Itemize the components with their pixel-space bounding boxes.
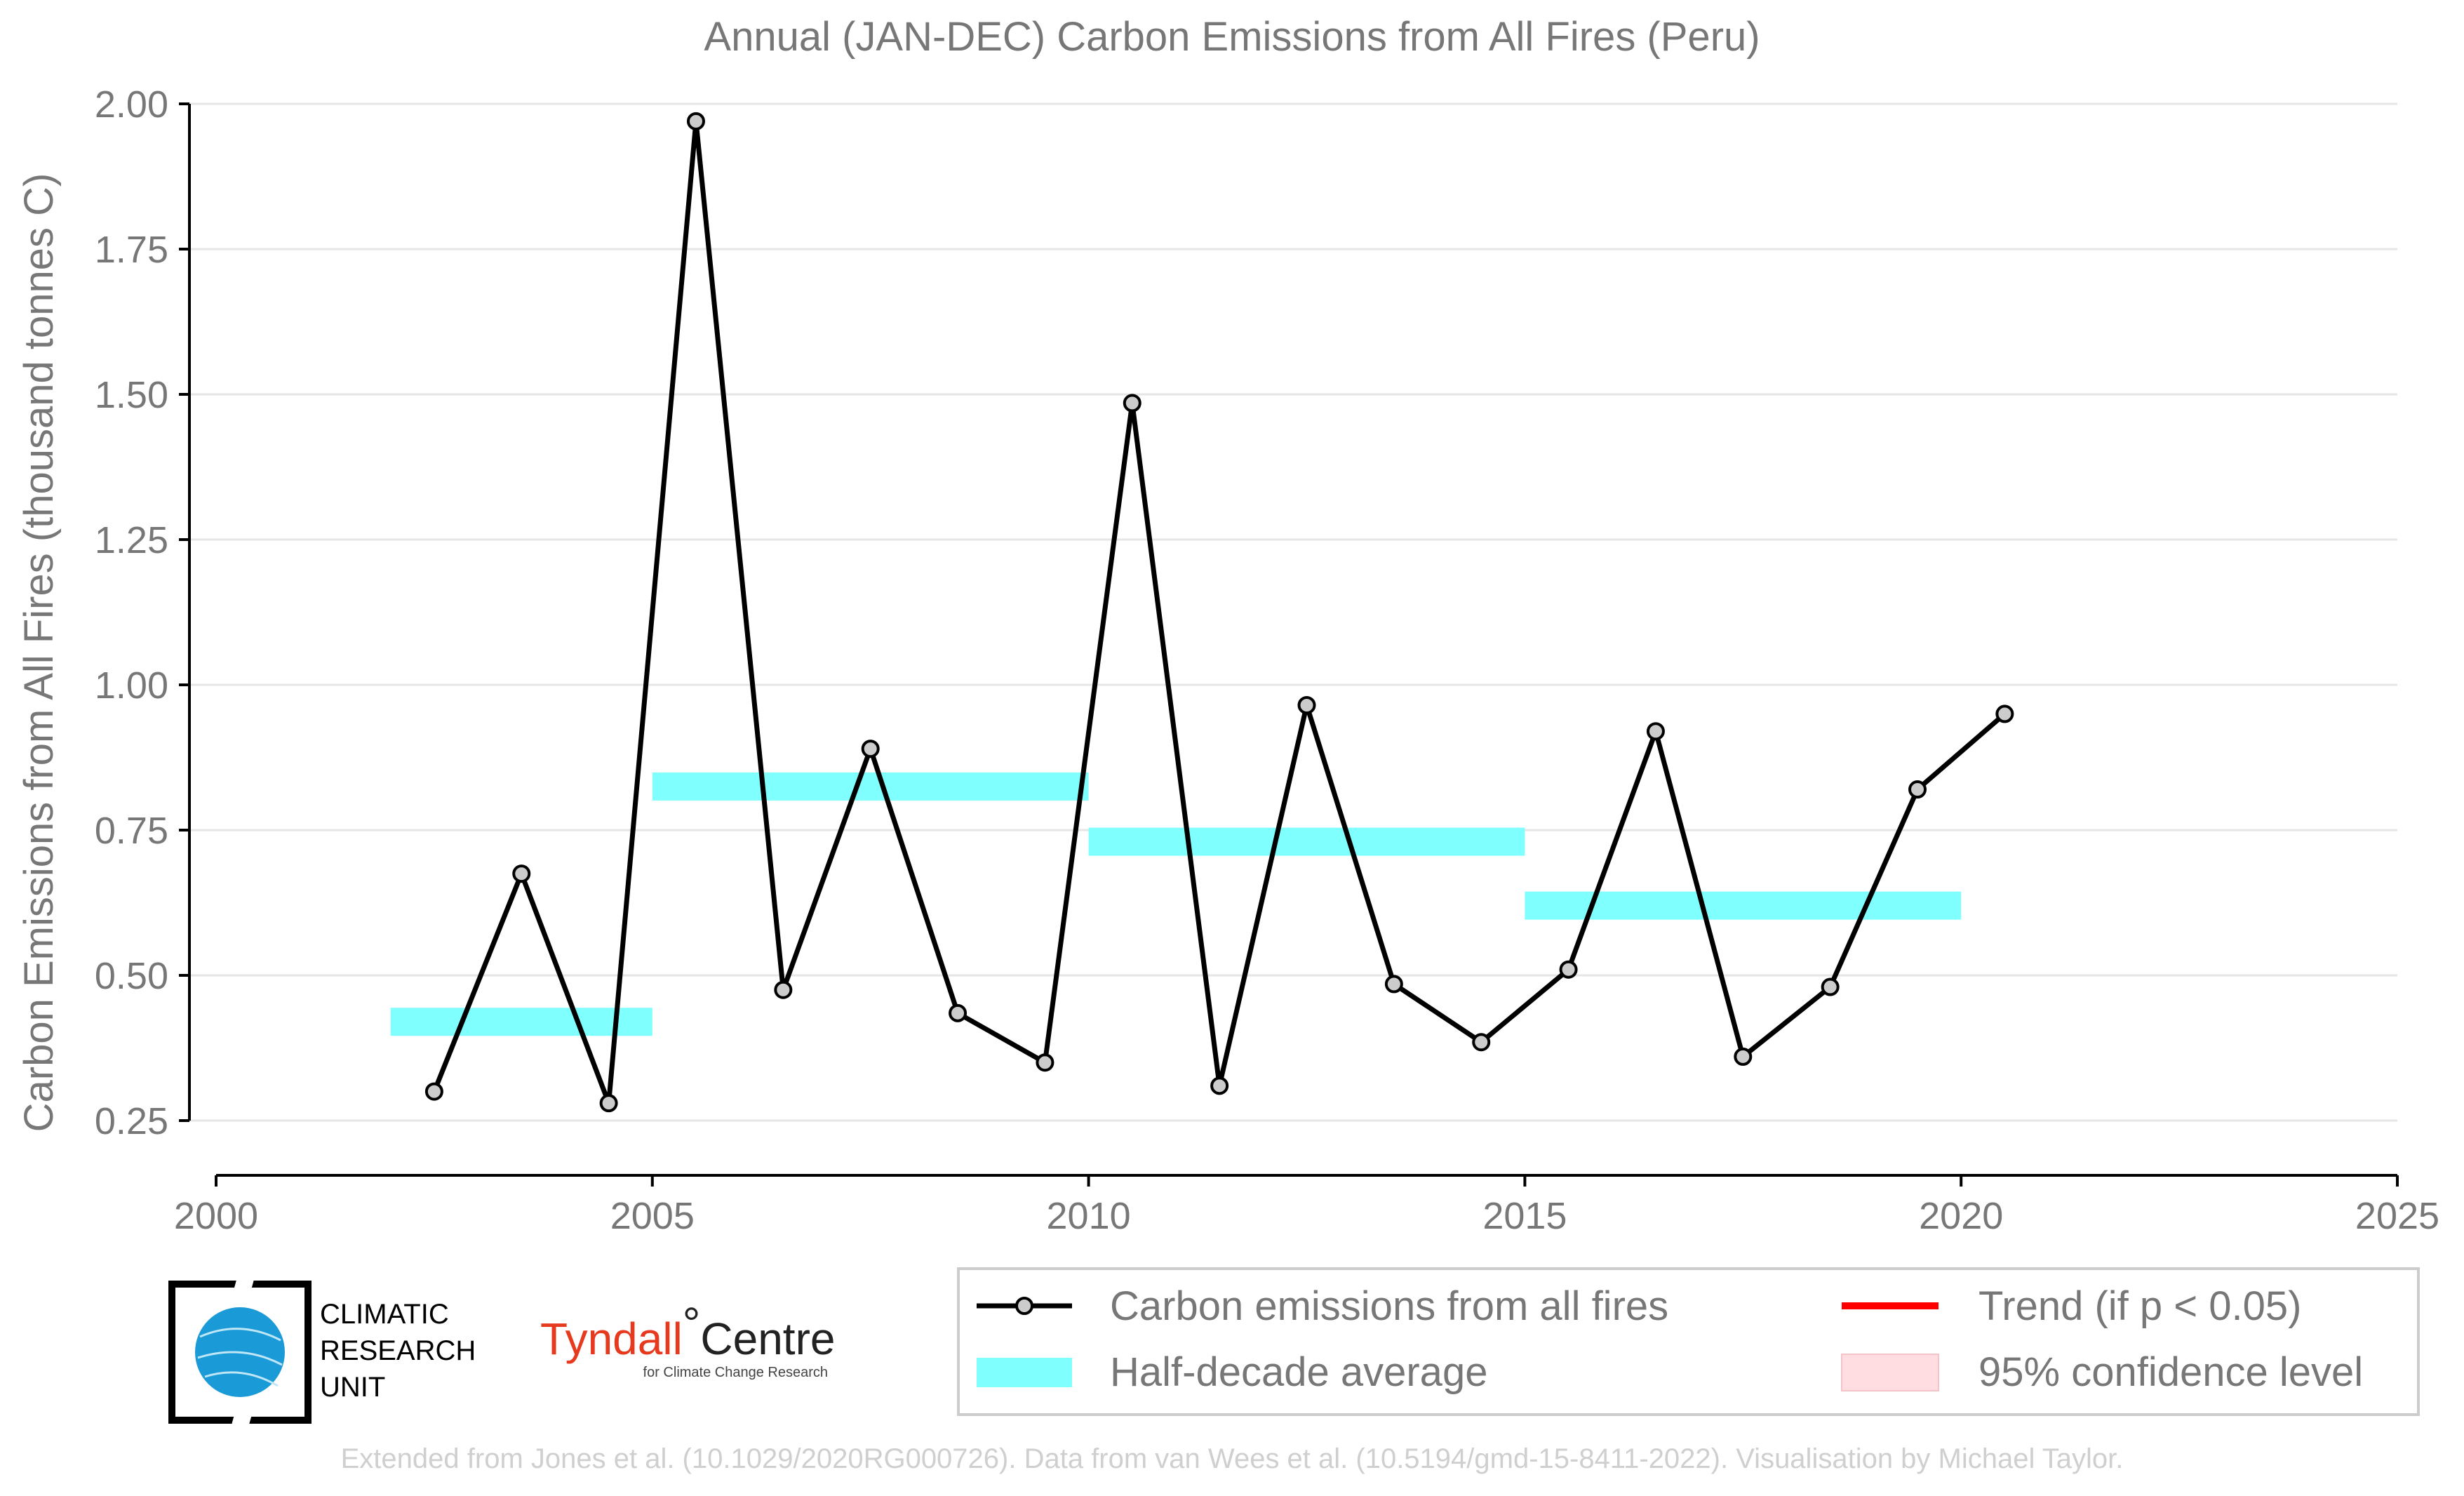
chart-title: Annual (JAN-DEC) Carbon Emissions from A… bbox=[704, 14, 1760, 60]
data-point-1 bbox=[512, 864, 531, 883]
x-tick-label-4: 2020 bbox=[1919, 1195, 2003, 1237]
cru-logo: CLIMATIC RESEARCH UNIT bbox=[168, 1276, 476, 1429]
data-point-6 bbox=[949, 1003, 967, 1022]
cru-logo-text-3: UNIT bbox=[320, 1372, 385, 1403]
cru-logo-text-2: RESEARCH bbox=[320, 1335, 476, 1366]
data-point-14 bbox=[1646, 722, 1665, 741]
half-decade-bar-0 bbox=[390, 1008, 652, 1036]
globe-lines-icon bbox=[197, 1328, 283, 1387]
footer-credit: Extended from Jones et al. (10.1029/2020… bbox=[341, 1443, 2124, 1474]
legend-confidence-swatch bbox=[1841, 1354, 1939, 1391]
data-point-16 bbox=[1821, 977, 1840, 996]
x-tick-label-2: 2010 bbox=[1047, 1195, 1131, 1237]
y-tick-label-6: 1.75 bbox=[95, 229, 168, 271]
legend: Carbon emissions from all fires Half-dec… bbox=[957, 1267, 2420, 1416]
y-tick-label-7: 2.00 bbox=[95, 84, 168, 126]
data-point-8 bbox=[1123, 394, 1141, 413]
y-tick-label-2: 0.75 bbox=[95, 810, 168, 852]
tyndall-logo: Tyndall°Centre for Climate Change Resear… bbox=[540, 1298, 835, 1380]
data-point-18 bbox=[1995, 704, 2014, 723]
data-point-2 bbox=[599, 1094, 618, 1113]
data-point-0 bbox=[424, 1082, 443, 1101]
cru-logo-text-1: CLIMATIC bbox=[320, 1299, 449, 1330]
x-tick-label-1: 2005 bbox=[610, 1195, 695, 1237]
legend-frame bbox=[957, 1267, 2420, 1416]
x-tick-label-0: 2000 bbox=[174, 1195, 258, 1237]
half-decade-bar-1 bbox=[652, 772, 1089, 801]
data-point-7 bbox=[1036, 1053, 1054, 1072]
tyndall-centre: Centre bbox=[700, 1314, 835, 1364]
axes: 0.25 0.50 0.75 1.00 1.25 1.50 1.75 2.00 2000 2005… bbox=[95, 84, 2439, 1237]
x-tick-label-3: 2015 bbox=[1482, 1195, 1567, 1237]
half-decade-average-bars bbox=[390, 772, 1962, 1036]
emissions-series bbox=[424, 112, 2014, 1113]
y-tick-label-3: 1.00 bbox=[95, 664, 168, 707]
data-point-5 bbox=[861, 740, 880, 759]
legend-label-confidence: 95% confidence level bbox=[1978, 1349, 2363, 1395]
y-tick-label-1: 0.50 bbox=[95, 955, 168, 997]
tyndall-subtitle: for Climate Change Research bbox=[643, 1365, 828, 1380]
legend-marker-swatch bbox=[1015, 1297, 1033, 1315]
svg-text:Tyndall°Centre: Tyndall°Centre bbox=[540, 1298, 835, 1364]
legend-label-trend: Trend (if p < 0.05) bbox=[1978, 1283, 2301, 1329]
data-point-17 bbox=[1908, 780, 1927, 799]
data-point-15 bbox=[1734, 1047, 1753, 1066]
legend-label-emissions: Carbon emissions from all fires bbox=[1110, 1283, 1668, 1329]
y-tick-label-4: 1.25 bbox=[95, 519, 168, 561]
tyndall-name: Tyndall bbox=[540, 1314, 683, 1364]
gridlines bbox=[189, 102, 2397, 1122]
y-axis-label: Carbon Emissions from All Fires (thousan… bbox=[16, 173, 62, 1133]
data-point-11 bbox=[1384, 975, 1403, 994]
x-tick-label-5: 2025 bbox=[2355, 1195, 2439, 1237]
data-point-13 bbox=[1559, 960, 1578, 979]
y-tick-label-5: 1.50 bbox=[95, 374, 168, 416]
half-decade-bar-2 bbox=[1088, 827, 1525, 856]
legend-band-swatch bbox=[977, 1358, 1072, 1387]
data-point-12 bbox=[1472, 1033, 1491, 1052]
data-point-10 bbox=[1297, 695, 1316, 714]
tyndall-degree: ° bbox=[683, 1298, 701, 1349]
data-point-3 bbox=[686, 112, 705, 131]
data-point-4 bbox=[774, 980, 793, 999]
y-tick-label-0: 0.25 bbox=[95, 1100, 168, 1142]
data-point-9 bbox=[1210, 1076, 1229, 1095]
legend-label-half-decade: Half-decade average bbox=[1110, 1349, 1487, 1395]
emissions-line bbox=[431, 119, 2007, 1106]
